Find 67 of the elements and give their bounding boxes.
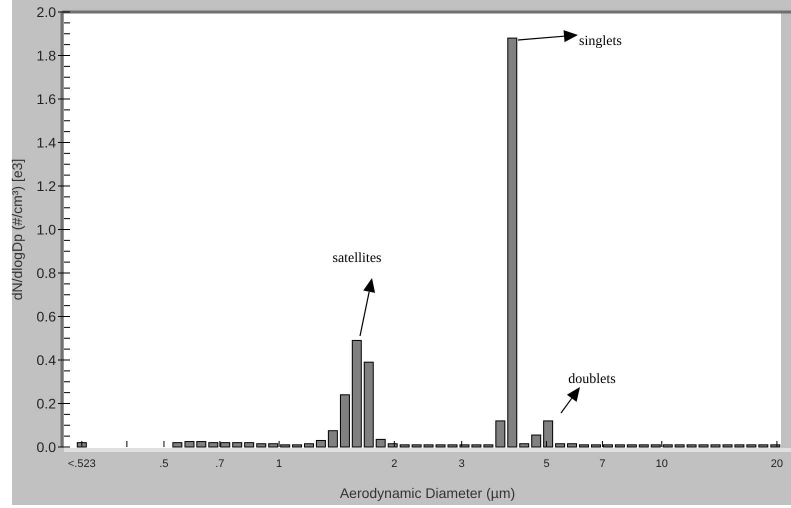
bar xyxy=(758,444,768,448)
bar xyxy=(471,444,482,448)
x-axis-title: Aerodynamic Diameter (µm) xyxy=(340,485,516,501)
bar xyxy=(388,443,398,448)
bar xyxy=(316,440,326,448)
bar xyxy=(698,444,709,448)
annotation: doublets xyxy=(568,372,616,387)
bar xyxy=(614,444,625,448)
x-tick-label: 10 xyxy=(656,458,668,470)
y-tick-label: 1.2 xyxy=(36,178,56,194)
bar xyxy=(626,444,637,448)
bar xyxy=(686,444,697,448)
bar xyxy=(376,438,386,448)
x-tick-label: 1 xyxy=(276,458,282,470)
bar xyxy=(602,444,613,448)
bar xyxy=(734,444,744,448)
bar xyxy=(722,444,733,448)
annotation: singlets xyxy=(579,34,622,49)
bar xyxy=(292,444,302,448)
x-tick-label: <.523 xyxy=(68,458,96,470)
y-tick-label: 1.8 xyxy=(36,47,56,64)
bar xyxy=(638,444,649,448)
bar xyxy=(567,443,578,448)
bar xyxy=(483,444,494,448)
y-tick-label: 1.0 xyxy=(36,221,56,238)
y-tick-label: 0.8 xyxy=(36,264,56,281)
bar xyxy=(196,441,206,448)
bar xyxy=(746,444,756,448)
y-tick-label: 1.4 xyxy=(36,134,56,150)
bar xyxy=(531,434,542,448)
bar xyxy=(304,443,314,448)
bar xyxy=(340,394,350,448)
x-tick-label: .7 xyxy=(215,458,224,470)
bar xyxy=(555,443,566,448)
bar xyxy=(710,444,720,448)
y-tick-label: 0.0 xyxy=(36,438,56,455)
x-tick-label: 20 xyxy=(770,458,784,470)
x-tick-label: 5 xyxy=(543,458,550,470)
x-tick-label: 2 xyxy=(391,458,398,470)
y-tick-label: 1.6 xyxy=(36,90,56,107)
annotation: satellites xyxy=(332,250,382,266)
bar xyxy=(268,443,278,448)
bar xyxy=(412,444,422,448)
x-tick-label: .5 xyxy=(159,458,169,470)
bar xyxy=(172,442,182,448)
bar xyxy=(328,430,338,448)
bar xyxy=(578,444,589,448)
bar xyxy=(244,442,254,448)
bar xyxy=(400,444,410,448)
bar xyxy=(650,444,661,448)
y-tick-label: 0.4 xyxy=(36,352,56,368)
bar xyxy=(232,442,242,448)
y-tick-label: 0.2 xyxy=(36,395,56,412)
y-tick-label: 2.0 xyxy=(36,4,56,20)
bar xyxy=(256,443,266,448)
bar xyxy=(448,444,458,448)
bar xyxy=(184,441,194,448)
bar xyxy=(543,420,554,448)
bar xyxy=(424,444,434,448)
bar xyxy=(590,444,601,448)
x-tick-label: 3 xyxy=(458,458,465,470)
bar xyxy=(495,420,506,448)
x-tick-label: 7 xyxy=(599,458,606,470)
bar xyxy=(280,444,290,448)
y-axis-title: dN/dlogDp (#/cm³) [e3] xyxy=(9,158,25,300)
y-tick-label: 0.6 xyxy=(36,308,56,324)
bar xyxy=(436,444,446,448)
